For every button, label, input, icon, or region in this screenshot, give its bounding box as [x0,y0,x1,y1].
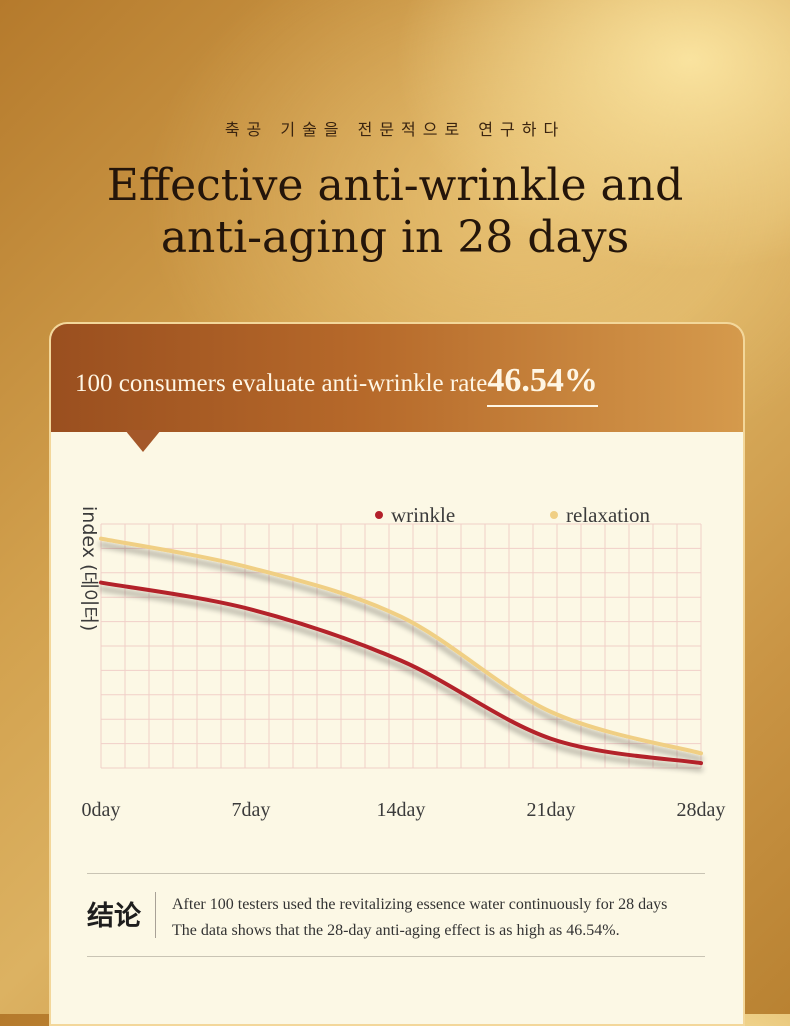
legend-swatch-wrinkle [375,511,383,519]
page-title: Effective anti-wrinkle and anti-aging in… [0,160,790,264]
legend-label-relaxation: relaxation [566,503,650,527]
headline-line-1: Effective anti-wrinkle and [0,160,790,212]
conclusion-divider [155,892,156,938]
conclusion-label: 结论 [87,894,141,933]
conclusion-box: 结论 After 100 testers used the revitalizi… [87,873,705,957]
x-tick-label: 14day [377,799,426,821]
result-card: 100 consumers evaluate anti-wrinkle rate… [49,322,745,1026]
headline-line-2: anti-aging in 28 days [0,212,790,264]
legend-swatch-relaxation [550,511,558,519]
x-tick-label: 28day [677,799,726,821]
conclusion-text: After 100 testers used the revitalizing … [172,892,732,944]
x-tick-labels: 0day 7day 14day 21day 28day [82,799,726,821]
y-axis-label: index (데이터) [78,506,100,631]
chart-series [101,539,701,764]
chart-legend: wrinkle relaxation [375,503,650,527]
x-tick-label: 21day [527,799,576,821]
conclusion-line-2: The data shows that the 28-day anti-agin… [172,918,732,944]
x-tick-label: 0day [82,799,121,821]
conclusion-line-1: After 100 testers used the revitalizing … [172,892,732,918]
series-line-wrinkle [101,583,701,764]
line-chart: 0day 7day 14day 21day 28day wrinkle relaxatio… [51,324,743,864]
x-tick-label: 7day [232,799,271,821]
subtitle: 축공 기술을 전문적으로 연구하다 [0,116,790,140]
legend-label-wrinkle: wrinkle [391,503,455,527]
